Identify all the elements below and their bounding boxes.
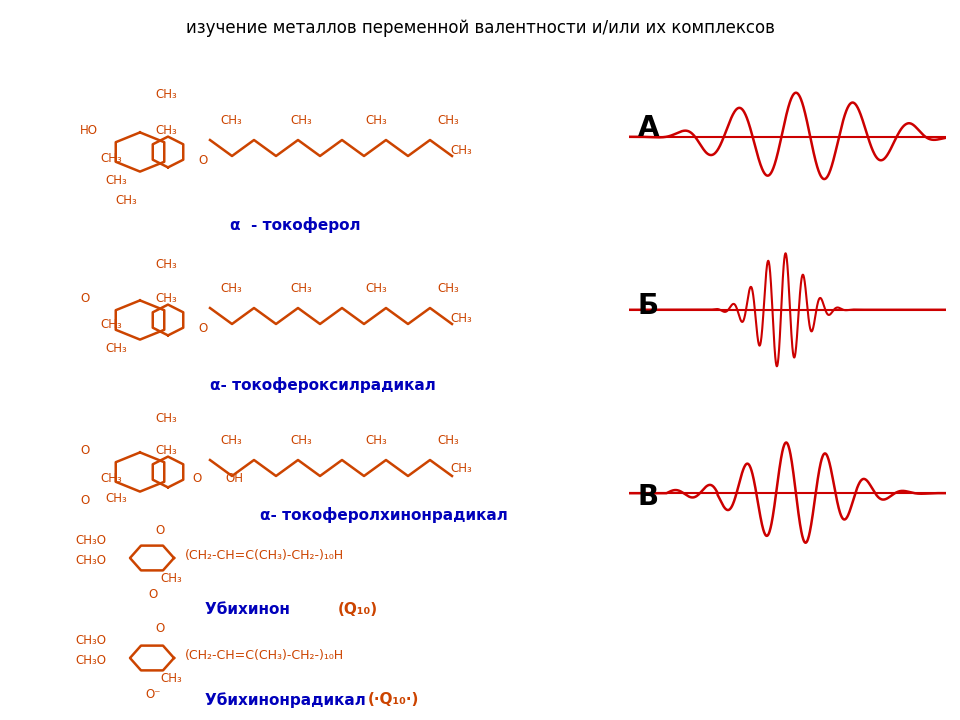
Text: CH₃: CH₃	[220, 433, 242, 446]
Text: Убихинонрадикал: Убихинонрадикал	[205, 692, 371, 708]
Text: CH₃: CH₃	[105, 341, 127, 354]
Text: (Q₁₀): (Q₁₀)	[338, 603, 378, 618]
Text: CH₃: CH₃	[290, 282, 312, 294]
Text: CH₃: CH₃	[155, 412, 177, 425]
Text: CH₃: CH₃	[105, 492, 127, 505]
Text: CH₃: CH₃	[290, 433, 312, 446]
Text: CH₃: CH₃	[155, 124, 177, 137]
Text: CH₃O: CH₃O	[75, 654, 106, 667]
Text: CH₃O: CH₃O	[75, 554, 106, 567]
Text: O: O	[148, 588, 157, 601]
Text: А: А	[637, 114, 659, 142]
Text: CH₃: CH₃	[105, 174, 127, 186]
Text: O: O	[80, 292, 89, 305]
Text: CH₃: CH₃	[100, 472, 122, 485]
Text: α- токоферолхинонрадикал: α- токоферолхинонрадикал	[260, 507, 508, 523]
Text: O⁻: O⁻	[145, 688, 160, 701]
Text: O: O	[198, 153, 207, 166]
Text: O: O	[155, 523, 164, 536]
Text: CH₃: CH₃	[100, 318, 122, 331]
Text: CH₃: CH₃	[155, 292, 177, 305]
Text: CH₃O: CH₃O	[75, 534, 106, 546]
Text: HO: HO	[80, 124, 98, 137]
Text: CH₃: CH₃	[450, 462, 471, 474]
Text: CH₃: CH₃	[155, 444, 177, 456]
Text: CH₃: CH₃	[290, 114, 312, 127]
Text: изучение металлов переменной валентности и/или их комплексов: изучение металлов переменной валентности…	[185, 19, 775, 37]
Text: CH₃: CH₃	[160, 572, 181, 585]
Text: CH₃: CH₃	[160, 672, 181, 685]
Text: (·Q₁₀·): (·Q₁₀·)	[368, 693, 420, 708]
Text: CH₃: CH₃	[100, 151, 122, 164]
Text: Б: Б	[637, 292, 659, 320]
Text: CH₃: CH₃	[450, 143, 471, 156]
Text: CH₃O: CH₃O	[75, 634, 106, 647]
Text: CH₃: CH₃	[220, 282, 242, 294]
Text: CH₃: CH₃	[365, 114, 387, 127]
Text: CH₃: CH₃	[437, 433, 459, 446]
Text: CH₃: CH₃	[437, 114, 459, 127]
Text: O: O	[80, 444, 89, 456]
Text: O: O	[155, 621, 164, 634]
Text: Убихинон: Убихинон	[205, 603, 295, 618]
Text: CH₃: CH₃	[155, 258, 177, 271]
Text: α- токофероксилрадикал: α- токофероксилрадикал	[210, 377, 436, 393]
Text: O: O	[192, 472, 202, 485]
Text: α  - токоферол: α - токоферол	[230, 217, 361, 233]
Text: CH₃: CH₃	[365, 282, 387, 294]
Text: CH₃: CH₃	[220, 114, 242, 127]
Text: CH₃: CH₃	[450, 312, 471, 325]
Text: O: O	[80, 493, 89, 506]
Text: O: O	[198, 322, 207, 335]
Text: CH₃: CH₃	[155, 89, 177, 102]
Text: В: В	[637, 483, 659, 510]
Text: CH₃: CH₃	[437, 282, 459, 294]
Text: (CH₂-CH=C(CH₃)-CH₂-)₁₀H: (CH₂-CH=C(CH₃)-CH₂-)₁₀H	[185, 649, 344, 662]
Text: CH₃: CH₃	[115, 194, 136, 207]
Text: CH₃: CH₃	[365, 433, 387, 446]
Text: (CH₂-CH=C(CH₃)-CH₂-)₁₀H: (CH₂-CH=C(CH₃)-CH₂-)₁₀H	[185, 549, 344, 562]
Text: OH: OH	[225, 472, 243, 485]
